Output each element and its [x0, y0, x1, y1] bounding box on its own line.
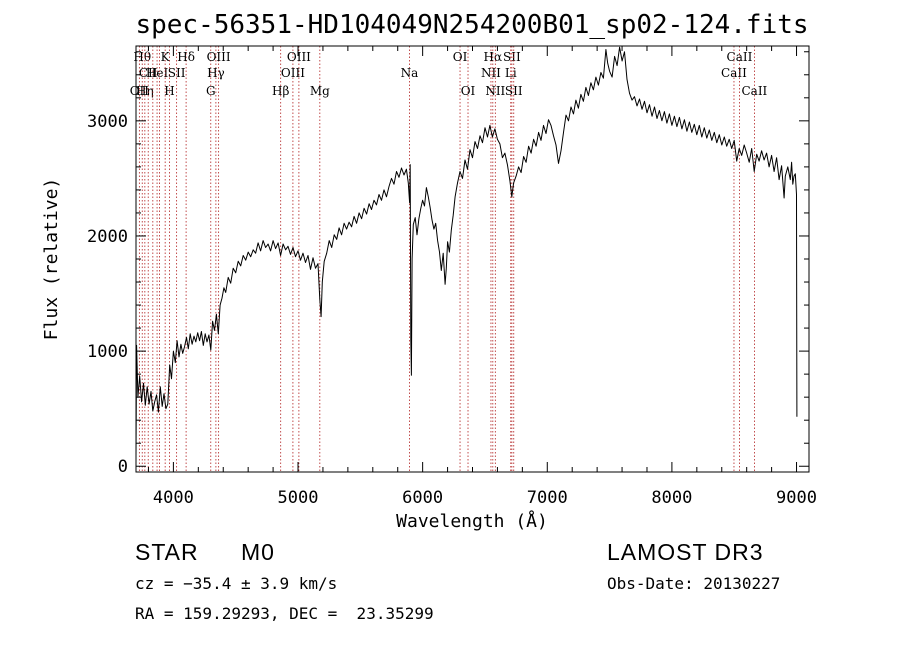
y-tick-label: 3000: [87, 112, 128, 132]
emission-line-label: Li: [505, 66, 517, 80]
chart-title: spec-56351-HD104049N254200B01_sp02-124.f…: [135, 10, 808, 40]
x-axis: 4000 5000 6000 7000 8000 9000: [147, 46, 817, 508]
emission-line-label: Hδ: [177, 50, 195, 64]
emission-line-label: OIII: [287, 50, 311, 64]
emission-line-label: Na: [401, 66, 419, 80]
x-tick-label: 4000: [153, 488, 194, 508]
x-tick-label: 8000: [651, 488, 692, 508]
emission-line-label: Hγ: [207, 66, 225, 80]
emission-line-label: OIII: [207, 50, 231, 64]
emission-line-label: NII: [485, 84, 505, 98]
emission-line-label: NII: [481, 66, 501, 80]
plot-frame: [135, 45, 810, 473]
emission-line-label: Hη: [136, 84, 154, 98]
x-tick-label: 6000: [402, 488, 443, 508]
emission-line-label: CaII: [721, 66, 747, 80]
emission-line-label: G: [206, 84, 216, 98]
y-tick-label: 1000: [87, 342, 128, 362]
spectrum-series: [135, 46, 798, 458]
x-tick-label: 5000: [278, 488, 319, 508]
y-tick-label: 0: [118, 457, 128, 477]
spectrum-line: [135, 46, 798, 458]
coordinates: RA = 159.29293, DEC = 23.35299: [135, 604, 434, 623]
emission-line-label: OII: [130, 84, 150, 98]
observation-date: Obs-Date: 20130227: [607, 574, 781, 593]
y-tick-label: 2000: [87, 227, 128, 247]
x-tick-label: 7000: [527, 488, 568, 508]
y-axis: 0 1000 2000 3000: [87, 51, 809, 477]
emission-line-label: HeI: [146, 66, 169, 80]
emission-line-label: Mg: [310, 84, 330, 98]
emission-line-label: OI: [453, 50, 468, 64]
emission-line-label: H: [164, 84, 174, 98]
emission-line-label: SII: [503, 50, 521, 64]
emission-line-label: Hβ: [272, 84, 289, 98]
emission-line-label: CII: [139, 66, 158, 80]
emission-line-label: K: [161, 50, 171, 64]
object-subclass: M0: [241, 539, 275, 565]
emission-line-label: Hθ: [133, 50, 151, 64]
emission-line-label: SII: [505, 84, 523, 98]
emission-line-label: OI: [461, 84, 476, 98]
emission-line-label: CaII: [727, 50, 753, 64]
redshift-velocity: cz = −35.4 ± 3.9 km/s: [135, 574, 338, 593]
object-class: STAR: [135, 539, 199, 565]
x-tick-label: 9000: [776, 488, 817, 508]
emission-line-label: SII: [168, 66, 186, 80]
survey-name: LAMOST DR3: [607, 539, 764, 565]
y-axis-label: Flux (relative): [41, 178, 62, 341]
emission-line-label: OIII: [281, 66, 305, 80]
emission-line-label: CaII: [741, 84, 767, 98]
x-axis-label: Wavelength (Å): [396, 510, 548, 532]
emission-line-label: Hα: [484, 50, 503, 64]
